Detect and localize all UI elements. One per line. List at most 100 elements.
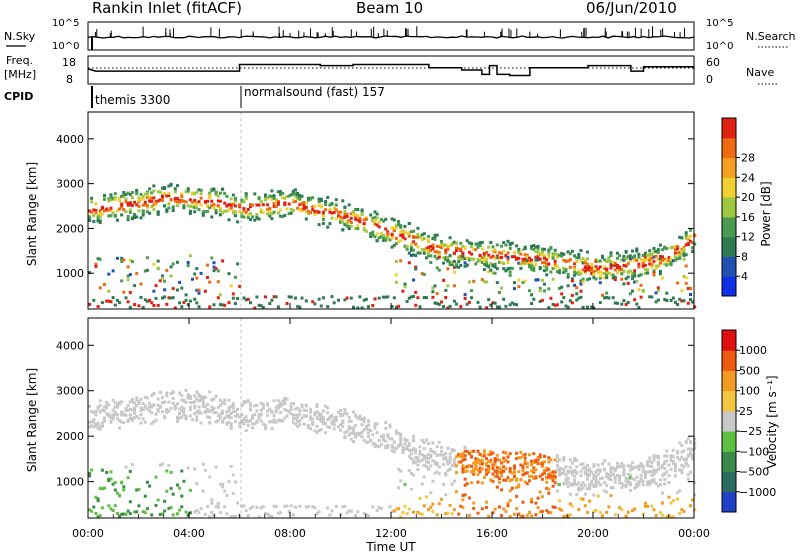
data-cell xyxy=(287,509,291,513)
data-cell xyxy=(540,278,544,282)
data-cell xyxy=(667,463,671,467)
data-cell xyxy=(465,302,469,306)
data-cell xyxy=(420,238,424,242)
data-cell xyxy=(154,203,158,207)
data-cell xyxy=(397,220,401,224)
data-cell xyxy=(100,212,104,216)
data-cell xyxy=(244,419,248,423)
data-cell xyxy=(326,196,330,199)
data-cell xyxy=(405,244,409,248)
data-cell xyxy=(294,296,297,300)
data-cell xyxy=(508,479,512,483)
data-cell xyxy=(362,416,366,420)
colorbar-tick-label: −500 xyxy=(739,466,769,479)
data-cell xyxy=(367,428,370,432)
data-cell xyxy=(96,405,100,409)
data-cell xyxy=(409,245,413,249)
data-cell xyxy=(354,514,358,518)
data-cell xyxy=(141,213,145,217)
data-cell xyxy=(279,404,282,408)
data-cell xyxy=(684,462,688,466)
data-cell xyxy=(382,437,385,441)
data-cell xyxy=(570,249,574,253)
data-cell xyxy=(188,511,192,515)
data-cell xyxy=(242,422,246,426)
data-cell xyxy=(414,455,418,459)
data-cell xyxy=(384,446,388,450)
data-cell xyxy=(369,235,373,239)
data-cell xyxy=(246,297,250,301)
data-cell xyxy=(553,252,557,256)
data-cell xyxy=(163,416,167,420)
data-cell xyxy=(223,209,227,213)
data-cell xyxy=(643,251,647,255)
data-cell xyxy=(551,479,555,483)
data-cell xyxy=(686,447,690,451)
data-cell xyxy=(315,410,319,414)
data-cell xyxy=(349,419,353,423)
colorbar-swatch xyxy=(722,276,736,297)
data-cell xyxy=(543,264,546,268)
data-cell xyxy=(111,408,115,412)
data-cell xyxy=(94,424,98,428)
data-cell xyxy=(184,400,188,404)
data-cell xyxy=(178,280,182,284)
data-cell xyxy=(212,303,216,307)
data-cell xyxy=(532,268,536,272)
data-cell xyxy=(96,515,100,519)
data-cell xyxy=(227,398,231,402)
data-cell xyxy=(536,256,540,260)
data-cell xyxy=(218,482,222,486)
colorbar-swatch xyxy=(722,471,736,493)
data-cell xyxy=(163,204,167,208)
data-cell xyxy=(120,400,124,404)
data-cell xyxy=(291,413,295,417)
data-cell xyxy=(607,257,611,261)
data-cell xyxy=(407,222,411,226)
data-cell xyxy=(480,507,484,511)
data-cell xyxy=(676,497,680,501)
data-cell xyxy=(298,412,302,416)
data-cell xyxy=(158,391,162,395)
data-cell xyxy=(573,273,577,277)
data-cell xyxy=(107,403,111,407)
data-cell xyxy=(319,416,323,420)
data-cell xyxy=(508,303,512,307)
data-cell xyxy=(519,478,523,481)
data-cell xyxy=(375,431,379,435)
data-cell xyxy=(478,243,482,247)
data-cell xyxy=(643,473,647,476)
data-cell xyxy=(547,287,551,291)
data-cell xyxy=(474,464,478,468)
data-cell xyxy=(161,396,164,400)
data-cell xyxy=(680,468,684,472)
data-cell xyxy=(691,453,695,457)
data-cell xyxy=(579,272,583,276)
data-cell xyxy=(461,245,465,248)
data-cell xyxy=(605,269,609,273)
data-cell xyxy=(585,463,589,467)
data-cell xyxy=(646,268,649,272)
data-cell xyxy=(283,398,287,402)
data-cell xyxy=(581,305,585,309)
data-cell xyxy=(646,271,649,275)
data-cell xyxy=(654,266,658,270)
data-cell xyxy=(343,411,347,415)
data-cell xyxy=(631,465,634,469)
data-cell xyxy=(686,464,690,468)
data-cell xyxy=(444,456,448,460)
data-cell xyxy=(467,258,471,262)
data-cell xyxy=(126,404,130,408)
data-cell xyxy=(176,197,179,201)
data-cell xyxy=(321,296,325,300)
data-cell xyxy=(298,504,302,508)
data-cell xyxy=(519,456,523,460)
data-cell xyxy=(266,203,270,207)
data-cell xyxy=(414,242,418,246)
data-cell xyxy=(594,508,598,512)
data-cell xyxy=(210,405,214,409)
data-cell xyxy=(437,245,441,249)
data-cell xyxy=(534,278,538,282)
data-cell xyxy=(658,269,662,273)
data-cell xyxy=(613,263,617,267)
